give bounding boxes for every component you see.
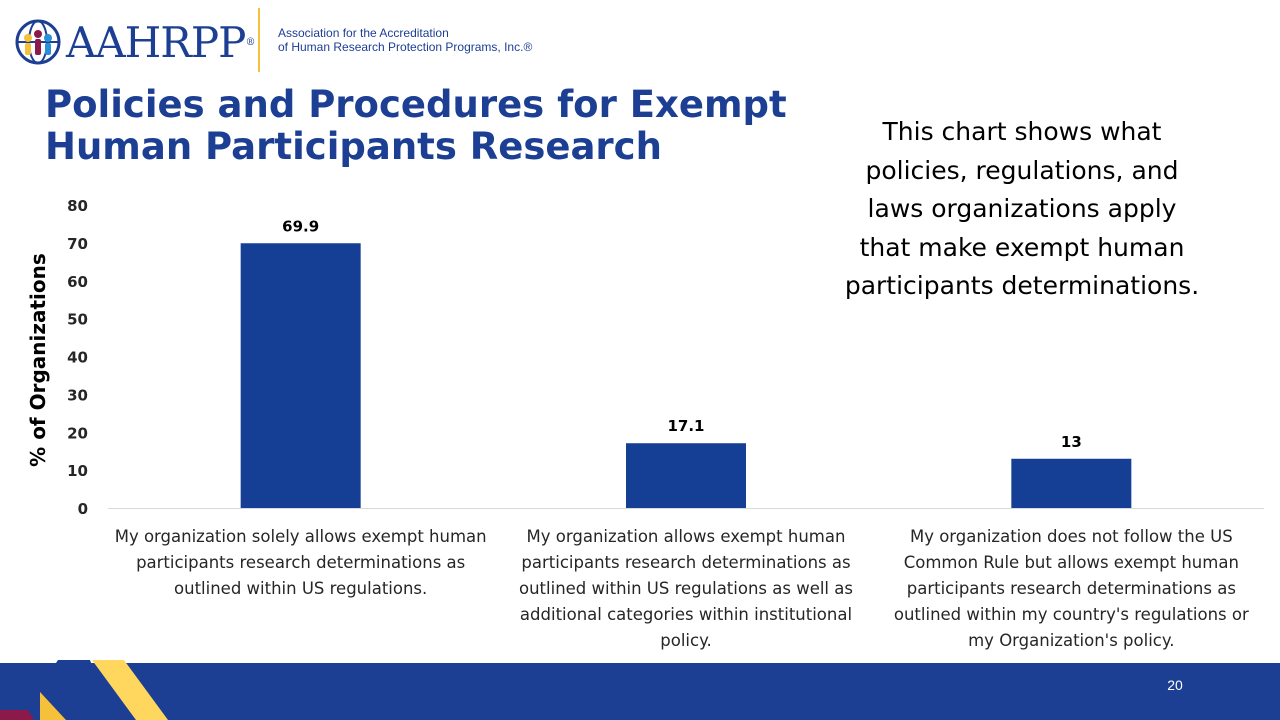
- y-tick-label-10: 10: [67, 462, 88, 480]
- logo-wordmark: AAHRPP®: [66, 18, 255, 67]
- data-label-3: 13: [1061, 433, 1082, 451]
- page-title-line1: Policies and Procedures for Exempt: [45, 83, 787, 126]
- chart-description: This chart shows what policies, regulati…: [844, 117, 1200, 300]
- data-label-2: 17.1: [667, 417, 704, 435]
- page-title: Policies and Procedures for Exempt Human…: [45, 84, 805, 168]
- page-title-line2: Human Participants Research: [45, 125, 662, 168]
- y-tick-label-80: 80: [67, 197, 88, 215]
- org-name-line1: Association for the Accreditation: [278, 26, 449, 40]
- bar-2: [626, 443, 746, 508]
- bar-1: [240, 243, 361, 508]
- y-tick-label-40: 40: [67, 349, 88, 367]
- y-tick-label-70: 70: [67, 235, 88, 253]
- header-divider: [258, 8, 260, 72]
- y-tick-label-20: 20: [67, 424, 88, 442]
- org-name: Association for the Accreditation of Hum…: [278, 26, 532, 54]
- page-number: 20: [1167, 677, 1183, 693]
- footer-band: [0, 663, 1280, 720]
- data-label-1: 69.9: [282, 217, 319, 235]
- y-tick-label-30: 30: [67, 386, 88, 404]
- x-category-label-2: My organization allows exempt human part…: [519, 527, 853, 650]
- x-category-label-3: My organization does not follow the US C…: [893, 527, 1249, 650]
- y-tick-label-0: 0: [78, 500, 88, 518]
- y-tick-label-50: 50: [67, 311, 88, 329]
- globe-people-icon: [15, 19, 61, 65]
- aahrpp-logo: AAHRPP®: [12, 12, 255, 74]
- y-tick-label-60: 60: [67, 273, 88, 291]
- footer-decoration: [0, 660, 168, 720]
- bar-3: [1011, 458, 1132, 508]
- x-category-label-1: My organization solely allows exempt hum…: [114, 527, 487, 598]
- org-name-line2: of Human Research Protection Programs, I…: [278, 40, 533, 54]
